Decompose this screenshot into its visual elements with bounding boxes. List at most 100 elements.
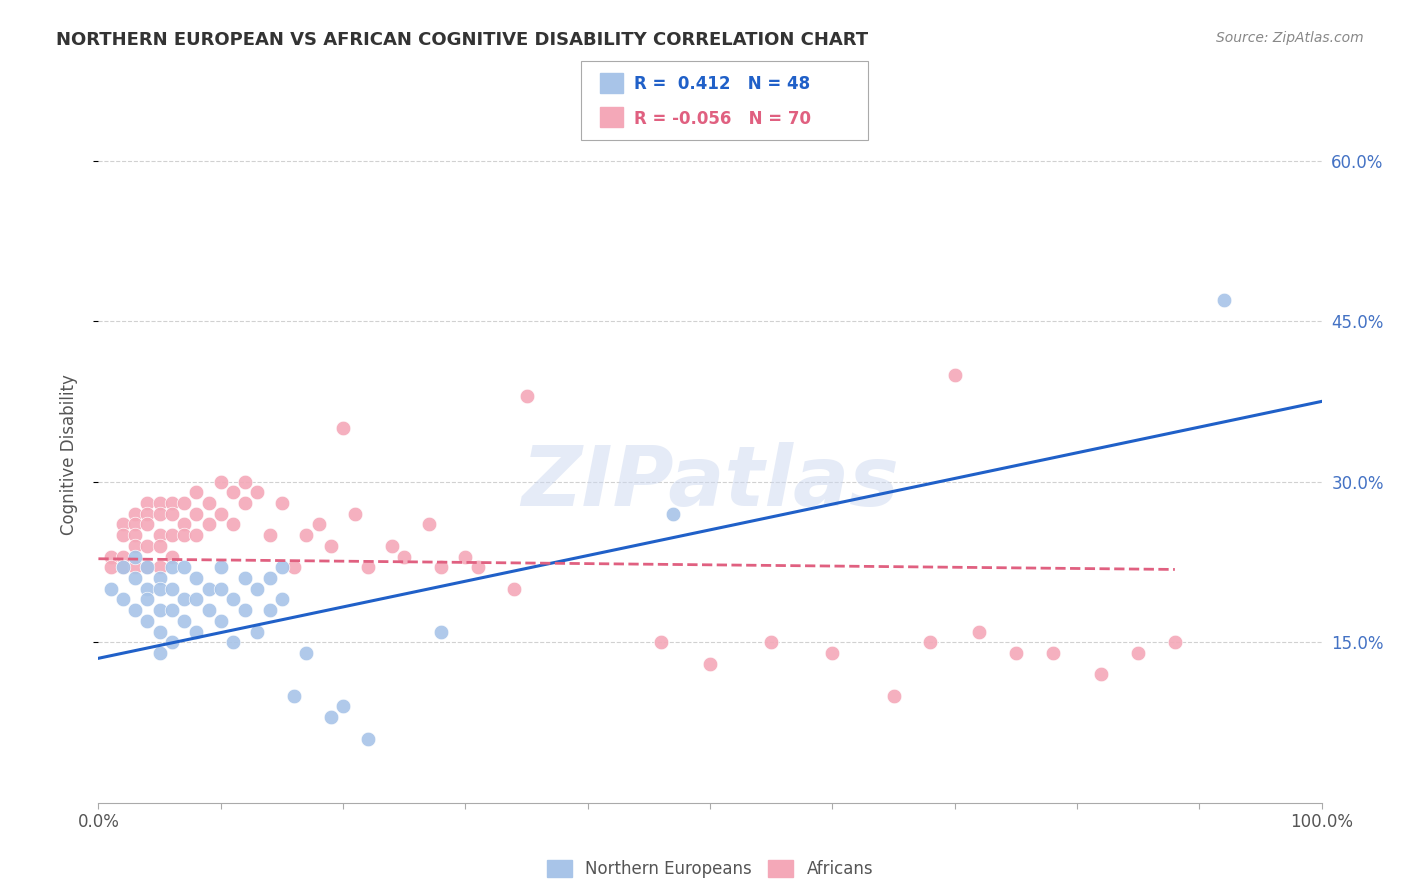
Point bbox=[662, 507, 685, 521]
Point bbox=[136, 539, 159, 553]
Point bbox=[160, 635, 183, 649]
Point bbox=[136, 582, 159, 596]
Point bbox=[246, 624, 269, 639]
Point bbox=[246, 485, 269, 500]
Point bbox=[381, 539, 404, 553]
Legend: Northern Europeans, Africans: Northern Europeans, Africans bbox=[540, 854, 880, 885]
Point bbox=[160, 528, 183, 542]
Point bbox=[149, 528, 172, 542]
Point bbox=[821, 646, 844, 660]
Point bbox=[100, 549, 122, 564]
Point bbox=[160, 560, 183, 574]
Point bbox=[1212, 293, 1234, 307]
Point bbox=[149, 496, 172, 510]
Point bbox=[430, 624, 453, 639]
Point bbox=[418, 517, 440, 532]
Text: R =  0.412   N = 48: R = 0.412 N = 48 bbox=[634, 76, 810, 94]
Point bbox=[503, 582, 526, 596]
Point bbox=[356, 560, 378, 574]
Point bbox=[160, 507, 183, 521]
Point bbox=[186, 624, 208, 639]
Point bbox=[149, 624, 172, 639]
Point bbox=[160, 582, 183, 596]
Point bbox=[136, 496, 159, 510]
Point bbox=[454, 549, 477, 564]
Point bbox=[515, 389, 537, 403]
Point bbox=[111, 549, 134, 564]
Point bbox=[270, 560, 294, 574]
Point bbox=[246, 582, 269, 596]
Text: Source: ZipAtlas.com: Source: ZipAtlas.com bbox=[1216, 31, 1364, 45]
Point bbox=[173, 614, 195, 628]
Point bbox=[222, 635, 245, 649]
Point bbox=[124, 603, 146, 617]
Point bbox=[222, 592, 245, 607]
Point bbox=[173, 528, 195, 542]
Point bbox=[295, 528, 318, 542]
Point bbox=[283, 560, 305, 574]
Point bbox=[149, 603, 172, 617]
Point bbox=[197, 517, 219, 532]
Point bbox=[173, 560, 195, 574]
Point bbox=[186, 571, 208, 585]
Point bbox=[920, 635, 942, 649]
Point bbox=[332, 421, 354, 435]
Point bbox=[270, 592, 294, 607]
Point bbox=[100, 582, 122, 596]
Point bbox=[650, 635, 672, 649]
Point bbox=[467, 560, 489, 574]
Point bbox=[149, 507, 172, 521]
Point bbox=[209, 507, 232, 521]
Point bbox=[344, 507, 367, 521]
Point bbox=[943, 368, 966, 382]
Point bbox=[319, 539, 342, 553]
Point bbox=[149, 560, 172, 574]
Point bbox=[209, 560, 232, 574]
Point bbox=[124, 517, 146, 532]
Text: ZIPatlas: ZIPatlas bbox=[522, 442, 898, 524]
Point bbox=[173, 517, 195, 532]
Point bbox=[209, 582, 232, 596]
Point bbox=[233, 475, 256, 489]
Y-axis label: Cognitive Disability: Cognitive Disability bbox=[59, 375, 77, 535]
Point bbox=[173, 592, 195, 607]
Point bbox=[392, 549, 416, 564]
Point bbox=[222, 517, 245, 532]
Point bbox=[136, 560, 159, 574]
Point bbox=[197, 603, 219, 617]
Point bbox=[160, 603, 183, 617]
Point bbox=[430, 560, 453, 574]
Point bbox=[160, 549, 183, 564]
Point bbox=[111, 517, 134, 532]
Point bbox=[136, 517, 159, 532]
Point bbox=[111, 560, 134, 574]
Point bbox=[283, 689, 305, 703]
Point bbox=[319, 710, 342, 724]
Point bbox=[136, 560, 159, 574]
Point bbox=[149, 646, 172, 660]
Point bbox=[136, 507, 159, 521]
Point bbox=[883, 689, 905, 703]
Point bbox=[233, 496, 256, 510]
Point bbox=[186, 507, 208, 521]
Point bbox=[1164, 635, 1187, 649]
Point bbox=[197, 582, 219, 596]
Point bbox=[699, 657, 721, 671]
Point bbox=[259, 528, 281, 542]
Point bbox=[761, 635, 783, 649]
Point bbox=[356, 731, 378, 746]
Point bbox=[136, 614, 159, 628]
Point bbox=[124, 560, 146, 574]
Point bbox=[332, 699, 354, 714]
Point bbox=[233, 571, 256, 585]
Point bbox=[124, 571, 146, 585]
Point bbox=[233, 603, 256, 617]
Point bbox=[124, 549, 146, 564]
Point bbox=[1128, 646, 1150, 660]
Point bbox=[222, 485, 245, 500]
Point bbox=[111, 592, 134, 607]
Point bbox=[1090, 667, 1112, 681]
Point bbox=[149, 571, 172, 585]
Point bbox=[100, 560, 122, 574]
Point bbox=[111, 560, 134, 574]
